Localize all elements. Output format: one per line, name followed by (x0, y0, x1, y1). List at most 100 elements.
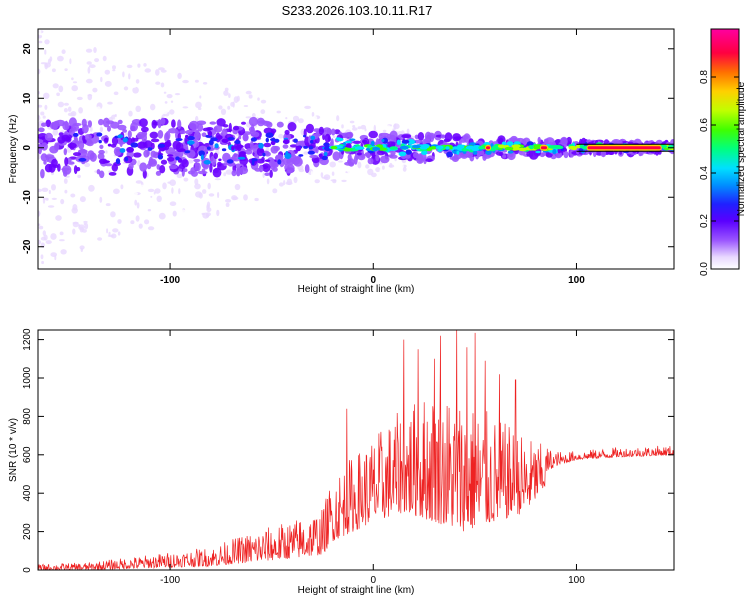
spectrogram-noise-blob (51, 184, 56, 191)
spectrogram-noise-blob (64, 189, 68, 194)
spectrogram-band-blob (347, 131, 354, 139)
spectrogram-core-blob (119, 148, 126, 153)
spectrogram-band-blob (269, 169, 273, 178)
spectrogram-band-blob (58, 132, 64, 137)
spectrogram-noise-blob (158, 67, 165, 71)
spectrogram-noise-blob (266, 178, 270, 185)
spectrogram-band-blob (57, 135, 66, 144)
spectrogram-xtick-label: 0 (370, 275, 376, 286)
spectrogram-band-blob (475, 150, 485, 156)
spectrogram-noise-blob (154, 188, 161, 194)
spectrogram-core-blob (157, 154, 164, 160)
spectrogram-core-blob (164, 141, 172, 148)
spectrogram-band-blob (96, 169, 101, 175)
spectrogram-band-blob (266, 121, 273, 128)
spectrogram-band-blob (160, 159, 168, 165)
spectrogram-noise-blob (104, 69, 111, 75)
spectrogram-core-blob (130, 142, 139, 148)
spectrogram-noise-blob (43, 92, 50, 100)
spectrogram-core-blob (277, 159, 282, 165)
spectrogram-core-blob (552, 149, 557, 155)
spectrogram-noise-blob (126, 64, 133, 69)
spectrogram-core-blob (198, 150, 205, 157)
spectrogram-ridge-blob (568, 145, 577, 150)
snr-ytick-label: 1000 (22, 366, 33, 389)
spectrogram-band-blob (368, 130, 379, 139)
spectrogram-noise-blob (273, 182, 277, 185)
spectrogram-ytick-label: -20 (22, 239, 33, 254)
spectrogram-ridge-blob (435, 145, 444, 150)
spectrogram-noise-blob (349, 171, 356, 178)
spectrogram-core-blob (557, 147, 562, 154)
spectrogram-band-blob (238, 166, 249, 175)
spectrogram-band-blob (282, 144, 289, 149)
spectrogram-noise-blob (85, 78, 93, 84)
spectrogram-noise-blob (166, 94, 173, 99)
snr-ytick-label: 200 (22, 523, 33, 540)
spectrogram-noise-blob (163, 91, 167, 94)
spectrogram-noise-blob (60, 249, 67, 255)
spectrogram-core-blob (122, 137, 128, 143)
spectrogram-core-blob (250, 137, 257, 142)
spectrogram-noise-blob (102, 55, 107, 62)
spectrogram-noise-blob (120, 184, 124, 190)
spectrogram-noise-blob (64, 68, 68, 71)
spectrogram-core-blob (187, 135, 195, 141)
spectrogram-band-blob (197, 123, 204, 132)
snr-ytick-label: 600 (22, 446, 33, 463)
spectrogram-noise-blob (120, 87, 124, 94)
spectrogram-noise-blob (105, 203, 111, 207)
spectrogram-noise-blob (216, 209, 220, 217)
spectrogram-noise-blob (38, 68, 41, 75)
spectrogram-noise-blob (93, 209, 98, 213)
spectrogram-band-blob (157, 118, 162, 129)
spectrogram-noise-blob (77, 174, 81, 179)
spectrogram-core-blob (251, 158, 258, 162)
spectrogram-noise-blob (243, 105, 249, 107)
spectrogram-band-blob (150, 138, 160, 143)
spectrogram-ridge-blob (518, 147, 528, 152)
spectrogram-band-blob (53, 120, 60, 125)
spectrogram-core-blob (107, 143, 112, 147)
spectrogram-band-blob (44, 154, 55, 159)
spectrogram-band-blob (560, 136, 568, 146)
spectrogram-strong-segment (486, 146, 491, 150)
spectrogram-noise-blob (278, 133, 284, 139)
spectrogram-band-blob (209, 121, 217, 125)
spectrogram-noise-blob (135, 180, 143, 184)
spectrogram-noise-blob (349, 120, 355, 124)
spectrogram-band-blob (286, 164, 295, 174)
spectrogram-band-blob (193, 158, 201, 163)
spectrogram-band-blob (563, 151, 569, 159)
spectrogram-noise-blob (52, 83, 59, 89)
spectrogram-band-blob (304, 164, 310, 174)
spectrogram-core-blob (96, 132, 103, 137)
spectrogram-noise-blob (106, 228, 109, 234)
spectrogram-noise-blob (88, 184, 95, 192)
spectrogram-band-blob (89, 152, 97, 162)
spectrogram-band-blob (508, 137, 518, 143)
spectrogram-band-blob (231, 170, 237, 177)
spectrogram-band-blob (330, 128, 336, 136)
spectrogram-ridge-blob (330, 145, 338, 150)
spectrogram-noise-blob (394, 123, 397, 130)
spectrogram-band-blob (287, 122, 297, 132)
spectrogram-core-blob (265, 132, 274, 138)
spectrogram-noise-blob (332, 135, 336, 138)
spectrogram-noise-blob (360, 124, 367, 130)
spectrogram-strong-segment (540, 146, 547, 150)
spectrogram-noise-blob (311, 112, 315, 117)
spectrogram-band-blob (157, 130, 164, 139)
spectrogram-noise-blob (225, 202, 230, 207)
spectrogram-ridge-blob (399, 145, 409, 150)
spectrogram-noise-blob (110, 211, 116, 218)
spectrogram-core-blob (381, 139, 385, 142)
spectrogram-band-blob (64, 157, 69, 166)
spectrogram-core-blob (226, 159, 234, 164)
spectrogram-noise-blob (144, 219, 150, 225)
spectrogram-xlabel: Height of straight line (km) (298, 284, 415, 295)
spectrogram-core-blob (175, 156, 180, 161)
spectrogram-band-blob (67, 142, 77, 149)
spectrogram-band-blob (99, 144, 104, 149)
spectrogram-core-blob (221, 138, 229, 144)
